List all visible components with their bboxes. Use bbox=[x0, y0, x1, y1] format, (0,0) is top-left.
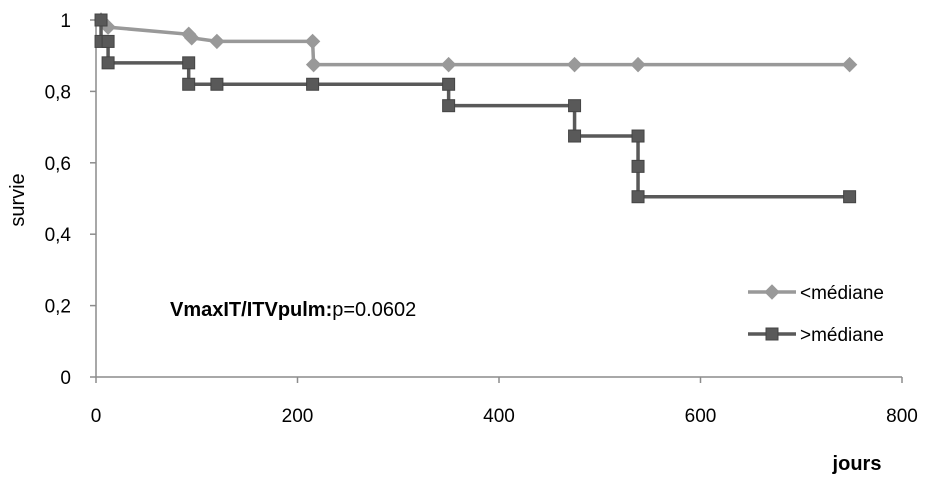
x-axis-title: jours bbox=[832, 453, 882, 475]
y-tick-label: 0 bbox=[60, 368, 71, 389]
data-point bbox=[184, 30, 200, 46]
y-axis-title: survie bbox=[7, 173, 29, 226]
data-point bbox=[209, 33, 225, 50]
legend-label: <médiane bbox=[800, 283, 884, 304]
y-ticks: 0 0,2 0,4 0,6 0,8 1 bbox=[45, 11, 96, 389]
data-point bbox=[631, 159, 645, 173]
data-point bbox=[182, 56, 196, 70]
p-value-annotation: VmaxIT/ITVpulm:p=0.0602 bbox=[170, 299, 416, 321]
x-tick-label: 0 bbox=[91, 406, 102, 427]
data-point bbox=[631, 129, 645, 143]
legend-item: <médiane bbox=[748, 283, 884, 304]
y-tick-label: 1 bbox=[60, 11, 71, 32]
y-tick-label: 0,6 bbox=[45, 154, 71, 175]
legend-label: >médiane bbox=[800, 325, 884, 346]
data-point bbox=[304, 33, 321, 50]
x-tick-label: 800 bbox=[886, 406, 918, 427]
data-point bbox=[182, 77, 196, 91]
legend-marker bbox=[765, 327, 779, 341]
legend-item: >médiane bbox=[748, 325, 884, 346]
data-point bbox=[843, 190, 857, 204]
data-point bbox=[631, 190, 645, 204]
data-point bbox=[101, 56, 115, 70]
data-point bbox=[305, 56, 322, 73]
data-point bbox=[442, 77, 456, 91]
data-point bbox=[630, 56, 646, 73]
series-below-median bbox=[93, 12, 858, 73]
x-tick-label: 200 bbox=[282, 406, 314, 427]
series-layer bbox=[93, 12, 858, 204]
x-tick-label: 400 bbox=[483, 406, 515, 427]
annotation-bold-text: VmaxIT/ITVpulm: bbox=[170, 299, 332, 321]
data-point bbox=[568, 129, 582, 143]
annotation-value-text: p=0.0602 bbox=[332, 299, 416, 321]
legend: <médiane >médiane bbox=[748, 283, 884, 346]
data-point bbox=[210, 77, 224, 91]
data-point bbox=[566, 56, 583, 73]
x-tick-label: 600 bbox=[685, 406, 717, 427]
data-point bbox=[306, 77, 320, 91]
axes bbox=[95, 20, 902, 378]
legend-marker bbox=[764, 284, 780, 300]
data-point bbox=[101, 34, 115, 48]
y-tick-label: 0,2 bbox=[45, 297, 71, 318]
series-line bbox=[99, 20, 850, 199]
data-point bbox=[440, 56, 457, 73]
series-above-median bbox=[94, 13, 857, 204]
data-point bbox=[568, 99, 582, 113]
data-point bbox=[841, 56, 858, 73]
x-ticks: 0 200 400 600 800 bbox=[91, 377, 918, 427]
y-tick-label: 0,8 bbox=[45, 82, 71, 103]
y-tick-label: 0,4 bbox=[45, 225, 72, 246]
data-point bbox=[94, 13, 108, 27]
data-point bbox=[442, 99, 456, 113]
